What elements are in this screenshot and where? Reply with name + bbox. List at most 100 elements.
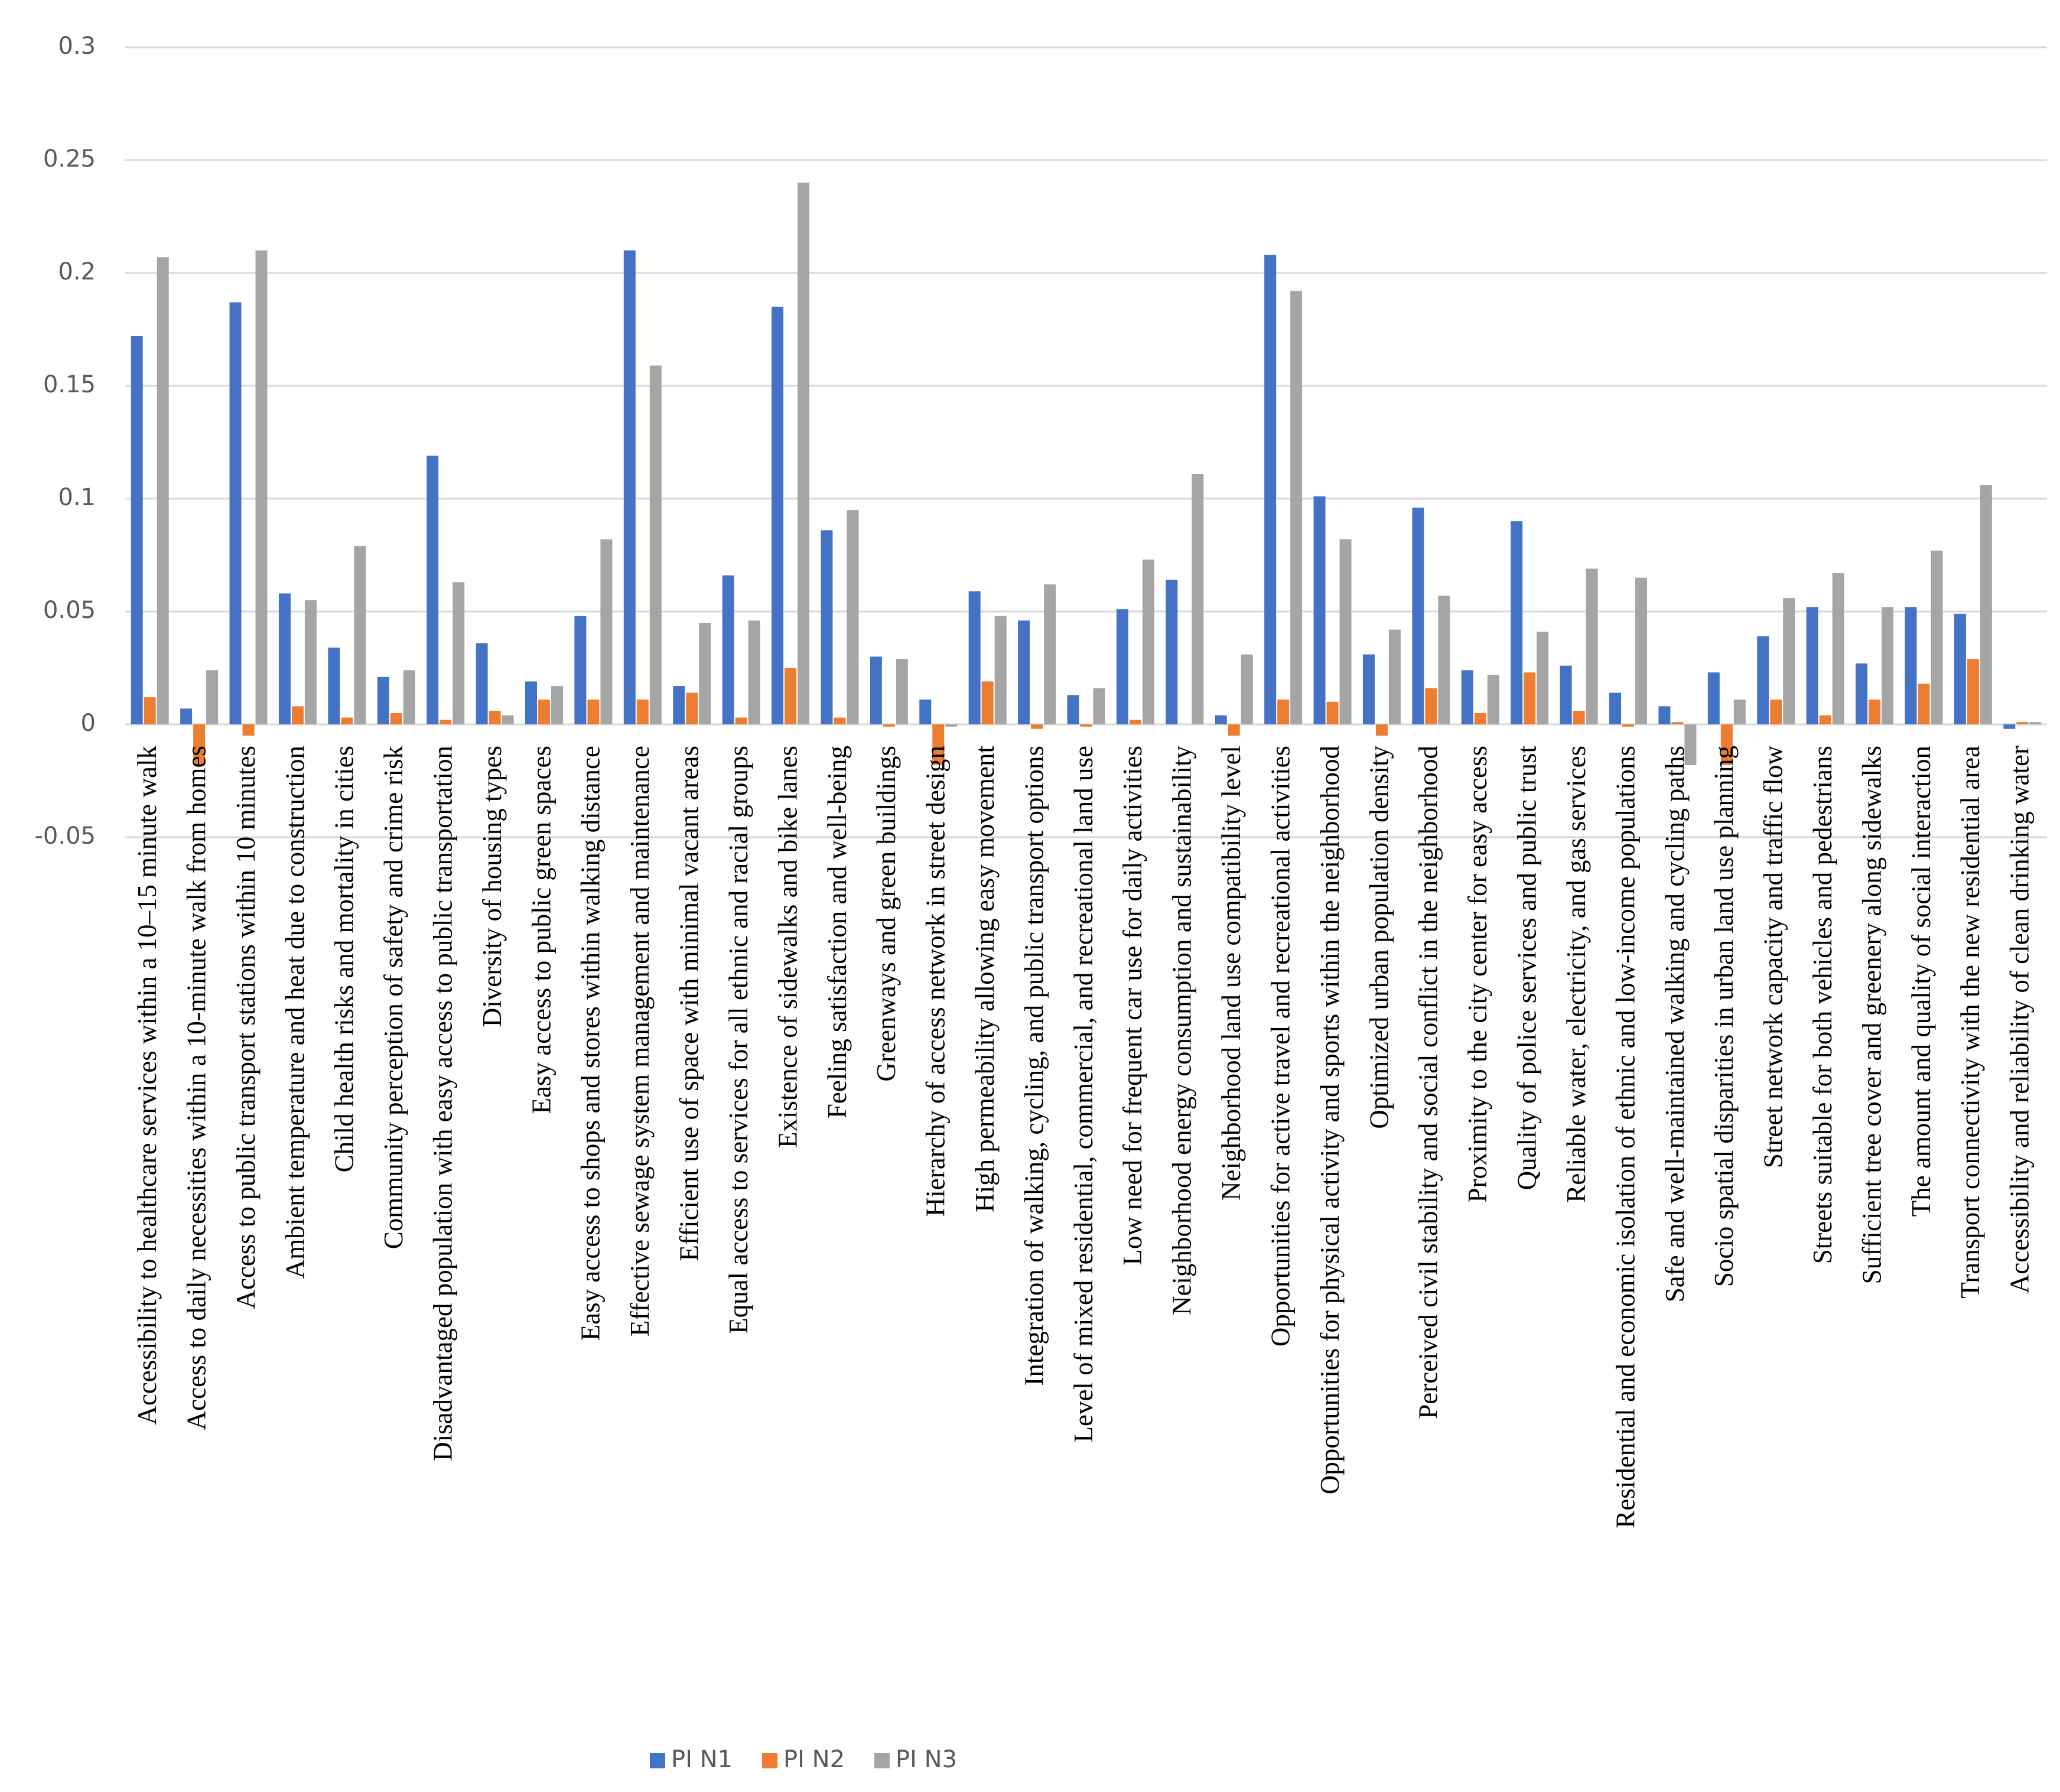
bar	[1622, 724, 1635, 727]
bar	[1671, 722, 1684, 724]
legend-label: PI N3	[896, 1746, 957, 1773]
x-tick-label: Opportunities for active travel and recr…	[1265, 746, 1295, 1347]
x-tick-label: Reliable water, electricity, and gas ser…	[1561, 746, 1591, 1203]
bar	[1388, 629, 1401, 724]
bar	[1326, 701, 1339, 724]
bar	[574, 616, 587, 724]
x-tick-label: Accessibility and reliability of clean d…	[2005, 746, 2035, 1293]
x-tick-label: Streets suitable for both vehicles and p…	[1808, 746, 1837, 1264]
bar	[1806, 607, 1818, 724]
bar	[932, 724, 945, 765]
bar	[525, 681, 537, 724]
bar	[2016, 722, 2029, 724]
bar	[1166, 580, 1178, 724]
x-tick-label: Neighborhood land use compatibility leve…	[1216, 746, 1246, 1201]
x-tick-label: Hierarchy of access network in street de…	[921, 746, 951, 1217]
bar	[131, 336, 143, 724]
bar	[600, 539, 613, 724]
y-tick-label: -0.05	[35, 822, 96, 850]
bar	[1954, 613, 1966, 724]
bar	[1290, 291, 1303, 724]
bar	[1757, 636, 1769, 724]
x-tick-label: Feeling satisfaction and well-being	[822, 746, 852, 1118]
y-tick-label: 0	[81, 710, 96, 737]
bar	[1067, 695, 1079, 724]
bar	[1783, 598, 1795, 724]
x-tick-label: Easy access to shops and stores within w…	[576, 746, 606, 1341]
bar	[1241, 654, 1253, 724]
bar	[883, 724, 895, 727]
x-tick-label: Safe and well-maintained walking and cyc…	[1660, 746, 1690, 1302]
bar	[1918, 684, 1930, 724]
bar	[354, 546, 366, 724]
bar	[341, 717, 353, 724]
bar	[1215, 715, 1227, 724]
bar	[1116, 609, 1128, 724]
x-tick-label: Ambient temperature and heat due to cons…	[280, 746, 310, 1279]
bar	[440, 720, 452, 724]
bar	[1573, 711, 1585, 724]
x-tick-label: Efficient use of space with minimal vaca…	[675, 746, 704, 1261]
bar	[1044, 584, 1056, 724]
bar	[1586, 568, 1598, 724]
bar	[1707, 672, 1720, 724]
y-tick-label: 0.25	[43, 145, 96, 173]
legend-label: PI N2	[783, 1746, 845, 1773]
x-tick-label: Street network capacity and traffic flow	[1759, 746, 1788, 1169]
bar	[1487, 674, 1499, 724]
bar	[1980, 485, 1992, 724]
x-tick-label: Equal access to services for all ethnic …	[724, 746, 753, 1334]
bar	[1967, 659, 1979, 724]
x-tick-label: Level of mixed residential, commercial, …	[1069, 746, 1098, 1443]
bar	[1031, 724, 1043, 729]
bar	[489, 711, 501, 724]
bar	[2003, 724, 2016, 729]
bar	[427, 456, 439, 724]
bar	[1511, 521, 1523, 724]
x-tick-label: Low need for frequent car use for daily …	[1118, 746, 1147, 1266]
bar	[1362, 654, 1375, 724]
bar	[1018, 620, 1030, 724]
bar	[870, 656, 882, 724]
bar	[1819, 715, 1831, 724]
bar	[1869, 699, 1881, 724]
x-tick-label: Diversity of housing types	[477, 746, 507, 1027]
bar	[748, 620, 760, 724]
x-tick-label: Transport connectivity with the new resi…	[1955, 746, 1985, 1299]
bar	[896, 659, 908, 724]
y-tick-label: 0.05	[43, 597, 96, 624]
bar	[206, 670, 219, 724]
bar	[1684, 724, 1697, 765]
y-tick-label: 0.15	[43, 371, 96, 398]
bar	[1313, 496, 1326, 724]
x-tick-label: Greenways and green buildings	[871, 746, 901, 1082]
x-tick-label: Sufficient tree cover and greenery along…	[1857, 746, 1886, 1284]
bar	[798, 183, 810, 724]
bar	[981, 681, 994, 724]
bar	[255, 250, 268, 724]
bar	[144, 697, 156, 724]
bar	[919, 699, 932, 724]
legend-swatch	[650, 1753, 665, 1768]
legend-swatch	[762, 1753, 778, 1768]
bar	[1832, 573, 1844, 724]
bar	[304, 600, 317, 724]
bar	[1412, 508, 1424, 724]
bar	[1882, 607, 1894, 724]
bar	[1228, 724, 1240, 736]
x-tick-label: Effective sewage system management and m…	[625, 746, 655, 1336]
bar	[1931, 550, 1943, 724]
bar	[785, 668, 797, 724]
bar	[945, 724, 958, 727]
bar	[1609, 692, 1622, 724]
bar	[476, 643, 488, 724]
y-tick-label: 0.1	[58, 484, 96, 511]
bar	[735, 717, 747, 724]
bar	[403, 670, 415, 724]
x-tick-label: Access to daily necessities within a 10-…	[181, 746, 211, 1430]
x-tick-label: Opportunities for physical activity and …	[1315, 746, 1345, 1494]
bar	[377, 677, 389, 724]
x-tick-label: Neighborhood energy consumption and sust…	[1167, 746, 1197, 1316]
bar	[390, 713, 402, 724]
